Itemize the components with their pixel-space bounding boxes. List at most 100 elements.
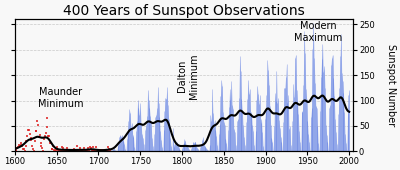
Point [35,123,41,126]
Point [56,150,62,152]
Point [17,141,24,144]
Point [70,149,76,152]
Point [94,149,100,152]
Point [58,146,65,148]
Point [45,134,51,137]
Point [16,144,23,147]
Point [101,149,108,152]
Point [89,145,96,148]
Point [34,119,40,122]
Point [28,138,35,141]
Point [88,147,94,149]
Point [18,143,25,146]
Point [75,148,82,151]
Point [66,149,72,151]
Point [97,149,103,152]
Y-axis label: Sunspot Number: Sunspot Number [386,44,396,126]
Point [14,147,20,150]
Point [80,150,86,152]
Point [26,128,32,131]
Text: Maunder
Minimum: Maunder Minimum [38,87,84,109]
Point [15,146,21,149]
Point [12,150,18,153]
Point [91,149,97,151]
Point [28,137,34,140]
Point [98,149,104,152]
Point [69,149,76,152]
Point [99,149,106,152]
Point [53,146,60,148]
Point [25,129,31,131]
Point [55,150,62,152]
Point [22,150,28,153]
Point [47,142,53,145]
Point [58,150,64,152]
Point [52,148,59,151]
Point [51,149,57,151]
Point [104,149,110,151]
Point [68,149,75,151]
Point [48,147,55,150]
Text: Dalton
Minimum: Dalton Minimum [177,53,199,99]
Text: Modern
Maximum: Modern Maximum [294,21,342,43]
Point [54,147,60,150]
Point [87,145,93,148]
Point [57,149,63,152]
Point [38,145,45,148]
Point [105,148,112,151]
Point [41,138,47,141]
Point [62,149,69,152]
Point [16,144,22,147]
Point [26,132,33,135]
Point [13,149,20,151]
Point [36,135,42,138]
Point [39,146,46,149]
Point [77,147,83,150]
Point [67,148,73,151]
Point [104,145,111,148]
Point [78,149,85,152]
Point [33,130,40,133]
Point [21,148,27,151]
Point [24,135,30,138]
Point [60,146,66,149]
Point [42,131,49,134]
Point [100,149,106,151]
Point [43,116,50,119]
Point [42,134,48,137]
Point [20,148,26,150]
Point [86,150,92,152]
Point [98,149,105,151]
Point [38,141,44,144]
Point [61,149,67,152]
Point [93,145,99,148]
Point [83,149,89,152]
Point [76,149,82,152]
Point [59,150,66,152]
Point [40,150,46,153]
Point [48,142,54,144]
Point [49,147,56,150]
Point [44,126,50,128]
Point [94,149,101,152]
Point [74,145,80,148]
Point [95,149,102,152]
Point [106,148,112,151]
Point [62,149,68,151]
Point [68,149,74,151]
Point [78,149,84,151]
Point [72,150,79,152]
Point [64,147,71,149]
Point [29,145,36,147]
Point [30,147,36,150]
Point [31,150,37,153]
Point [23,140,30,143]
Point [92,149,98,152]
Point [12,150,19,153]
Point [37,133,43,136]
Point [79,150,86,152]
Point [72,150,78,153]
Point [52,150,58,152]
Point [71,148,77,150]
Point [96,150,102,152]
